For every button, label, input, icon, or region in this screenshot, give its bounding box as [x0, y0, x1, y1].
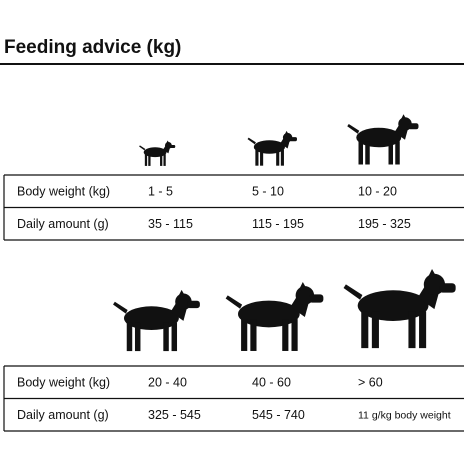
- table-cell: 11 g/kg body weight: [358, 410, 451, 422]
- dog-icon: [247, 130, 297, 166]
- table-cell: 5 - 10: [252, 185, 284, 199]
- table-cell: 1 - 5: [148, 185, 173, 199]
- dog-icon: [347, 114, 419, 165]
- page-title: Feeding advice (kg): [4, 37, 181, 58]
- table-cell: 40 - 60: [252, 376, 291, 390]
- table-cell: Daily amount (g): [17, 217, 109, 231]
- dog-icon: [343, 269, 456, 349]
- tables: Body weight (kg) 1 - 5 5 - 10 10 - 20 Daily …: [3, 174, 464, 432]
- dog-icon: [225, 282, 324, 351]
- table-cell: Body weight (kg): [17, 185, 110, 199]
- table-cell: Body weight (kg): [17, 376, 110, 390]
- table-cell: 195 - 325: [358, 217, 411, 231]
- dog-icon: [113, 289, 200, 352]
- table-cell: 35 - 115: [148, 217, 193, 231]
- table-cell: 325 - 545: [148, 408, 201, 422]
- table-cell: 10 - 20: [358, 185, 397, 199]
- dog-icons-bottom: [113, 269, 456, 352]
- table-cell: Daily amount (g): [17, 408, 109, 422]
- dog-icons-top: [139, 114, 419, 166]
- table-cell: 545 - 740: [252, 408, 305, 422]
- table-cell: 115 - 195: [252, 217, 304, 231]
- table-cell: 20 - 40: [148, 376, 187, 390]
- table-cell: > 60: [358, 376, 383, 390]
- dog-icon: [139, 140, 176, 166]
